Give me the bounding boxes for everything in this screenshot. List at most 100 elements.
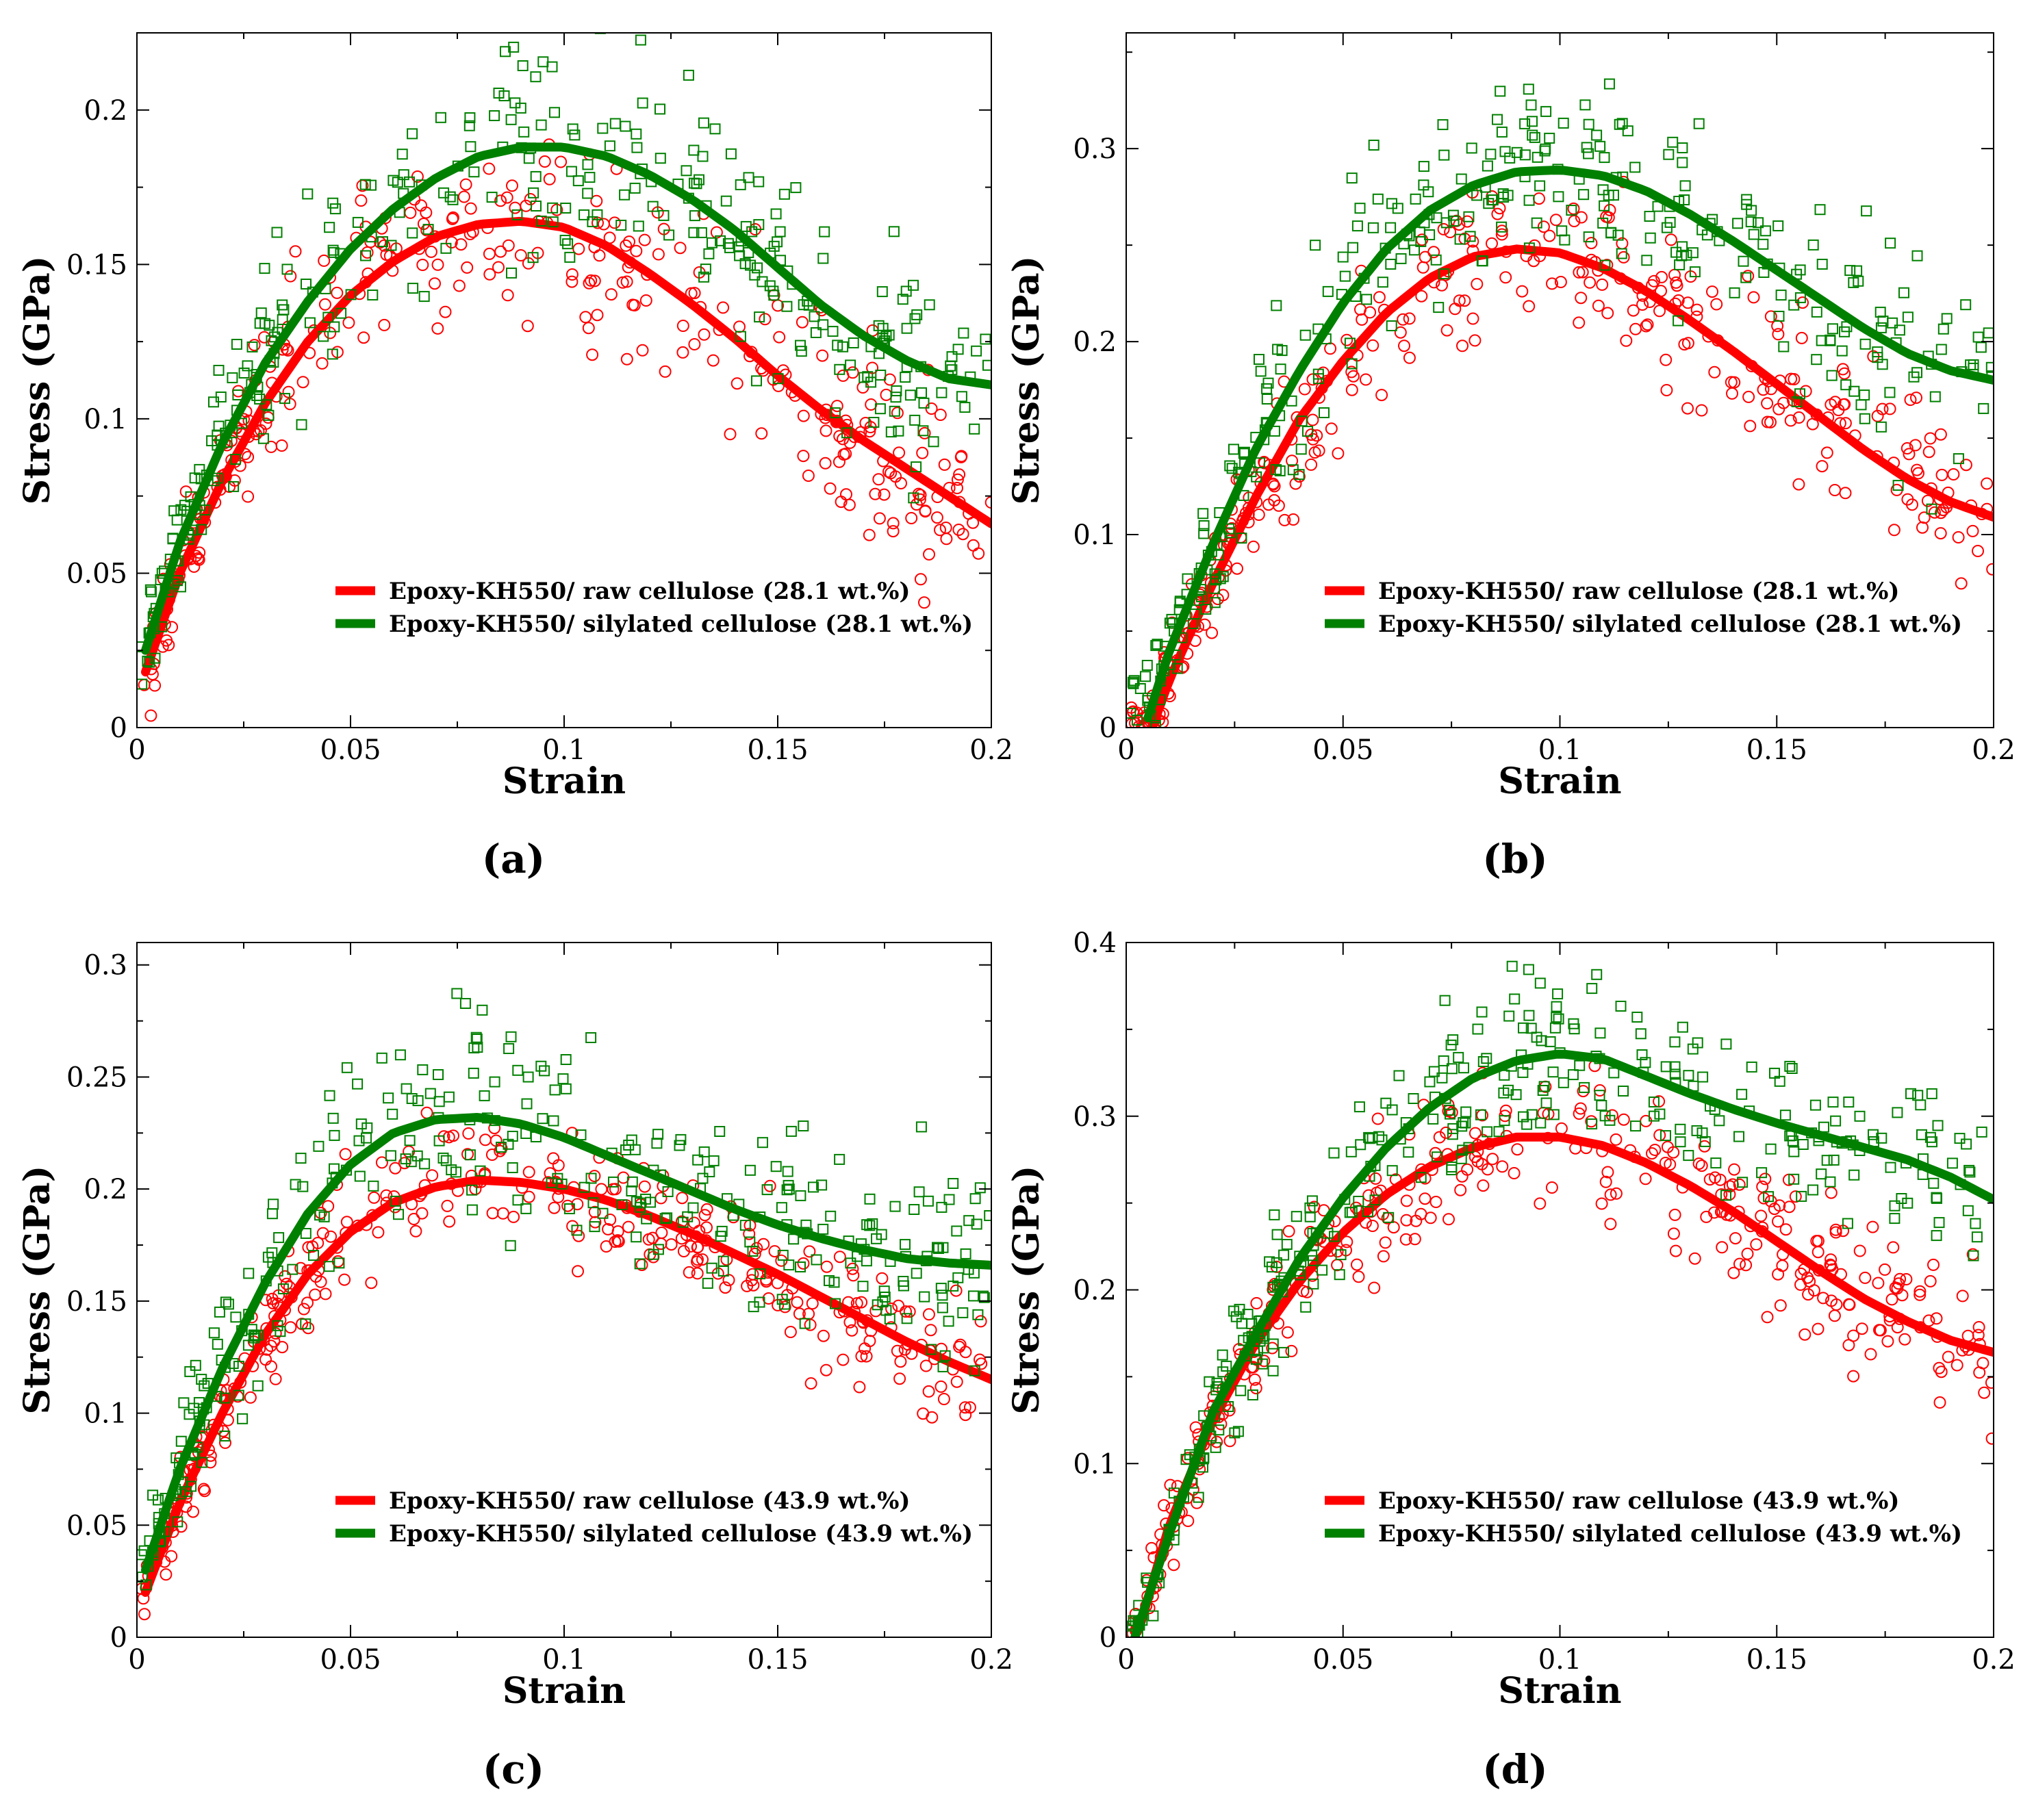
data-point <box>1905 1088 1916 1099</box>
data-point <box>1433 302 1445 313</box>
data-point <box>1670 246 1682 258</box>
data-point <box>1554 276 1567 288</box>
data-point <box>1889 1200 1900 1212</box>
data-point <box>227 372 238 383</box>
data-point <box>359 179 371 190</box>
data-point <box>654 1238 668 1251</box>
data-point <box>924 299 935 311</box>
data-point <box>817 319 829 331</box>
data-point <box>1956 1290 1969 1303</box>
data-point <box>940 533 953 546</box>
data-point <box>1397 313 1410 326</box>
data-point <box>1464 231 1476 242</box>
data-point <box>1836 345 1848 357</box>
data-point <box>1667 136 1679 148</box>
data-point <box>1447 209 1459 221</box>
x-tick-label: 0.05 <box>1312 734 1373 766</box>
data-point <box>1436 1072 1448 1084</box>
data-point <box>1236 533 1247 544</box>
data-point <box>946 364 958 376</box>
data-point <box>1854 1110 1866 1122</box>
data-point <box>1373 291 1386 304</box>
data-point <box>1830 1115 1842 1127</box>
data-point <box>937 1302 948 1313</box>
data-point <box>1409 244 1420 256</box>
data-point <box>1670 276 1683 289</box>
data-point <box>1786 1063 1798 1074</box>
data-point <box>1198 528 1210 539</box>
data-point <box>246 341 258 353</box>
data-point <box>609 118 621 129</box>
data-point <box>171 514 183 526</box>
data-point <box>407 283 419 294</box>
data-point <box>1962 1205 1974 1216</box>
data-point <box>1879 1263 1892 1276</box>
data-point <box>1351 1258 1363 1271</box>
data-point <box>1693 118 1705 129</box>
data-point <box>1681 337 1694 350</box>
data-point <box>1617 251 1630 264</box>
data-point <box>725 148 737 159</box>
data-point <box>1366 339 1380 352</box>
data-point <box>172 575 183 587</box>
data-point <box>1540 1097 1552 1109</box>
data-point <box>378 239 391 252</box>
data-point <box>1344 337 1356 349</box>
data-point <box>1264 1256 1275 1268</box>
data-point <box>1131 715 1143 726</box>
data-point <box>1892 1277 1905 1290</box>
data-point <box>874 403 886 415</box>
data-point <box>953 468 966 481</box>
data-point <box>394 1049 406 1061</box>
data-point <box>1197 508 1209 520</box>
data-point <box>1681 402 1694 415</box>
data-point <box>1428 1066 1440 1077</box>
data-point <box>366 179 377 191</box>
data-point <box>1486 1153 1499 1166</box>
data-point <box>147 1489 159 1501</box>
data-point <box>770 208 782 220</box>
data-point <box>507 1162 518 1173</box>
y-tick-label: 0.25 <box>66 1062 127 1093</box>
data-point <box>275 1326 286 1337</box>
data-point <box>1825 334 1836 346</box>
data-point <box>212 472 223 484</box>
data-point <box>401 1083 412 1094</box>
data-point <box>1449 303 1462 316</box>
data-point <box>1720 1038 1732 1050</box>
data-point <box>935 1283 947 1294</box>
data-point <box>1354 203 1366 214</box>
data-point <box>1807 239 1819 251</box>
data-point <box>797 409 810 422</box>
data-point <box>878 1285 890 1297</box>
data-point <box>1585 237 1598 250</box>
data-point <box>560 203 572 214</box>
data-point <box>1816 335 1827 346</box>
data-point <box>1874 1324 1887 1337</box>
data-point <box>1692 1157 1705 1170</box>
data-point <box>1567 1069 1579 1081</box>
data-point <box>1740 1259 1753 1272</box>
data-point <box>1362 1206 1373 1218</box>
data-point <box>888 226 900 238</box>
data-point <box>743 1227 756 1240</box>
data-point <box>1885 238 1896 249</box>
data-point <box>1811 306 1822 318</box>
data-point <box>1400 1214 1413 1227</box>
data-point <box>1792 411 1805 424</box>
data-point <box>547 202 559 214</box>
data-point <box>746 226 758 238</box>
data-point <box>919 504 932 517</box>
data-point <box>865 376 877 388</box>
data-point <box>916 387 927 398</box>
data-point <box>969 1193 981 1205</box>
data-point <box>389 1162 402 1175</box>
data-point <box>1853 275 1864 287</box>
data-point <box>768 240 780 252</box>
data-point <box>833 1251 846 1264</box>
data-point <box>1339 270 1351 282</box>
data-point <box>1727 1266 1740 1279</box>
data-point <box>1472 1023 1484 1035</box>
data-point <box>950 1375 963 1388</box>
data-point <box>1495 228 1508 241</box>
